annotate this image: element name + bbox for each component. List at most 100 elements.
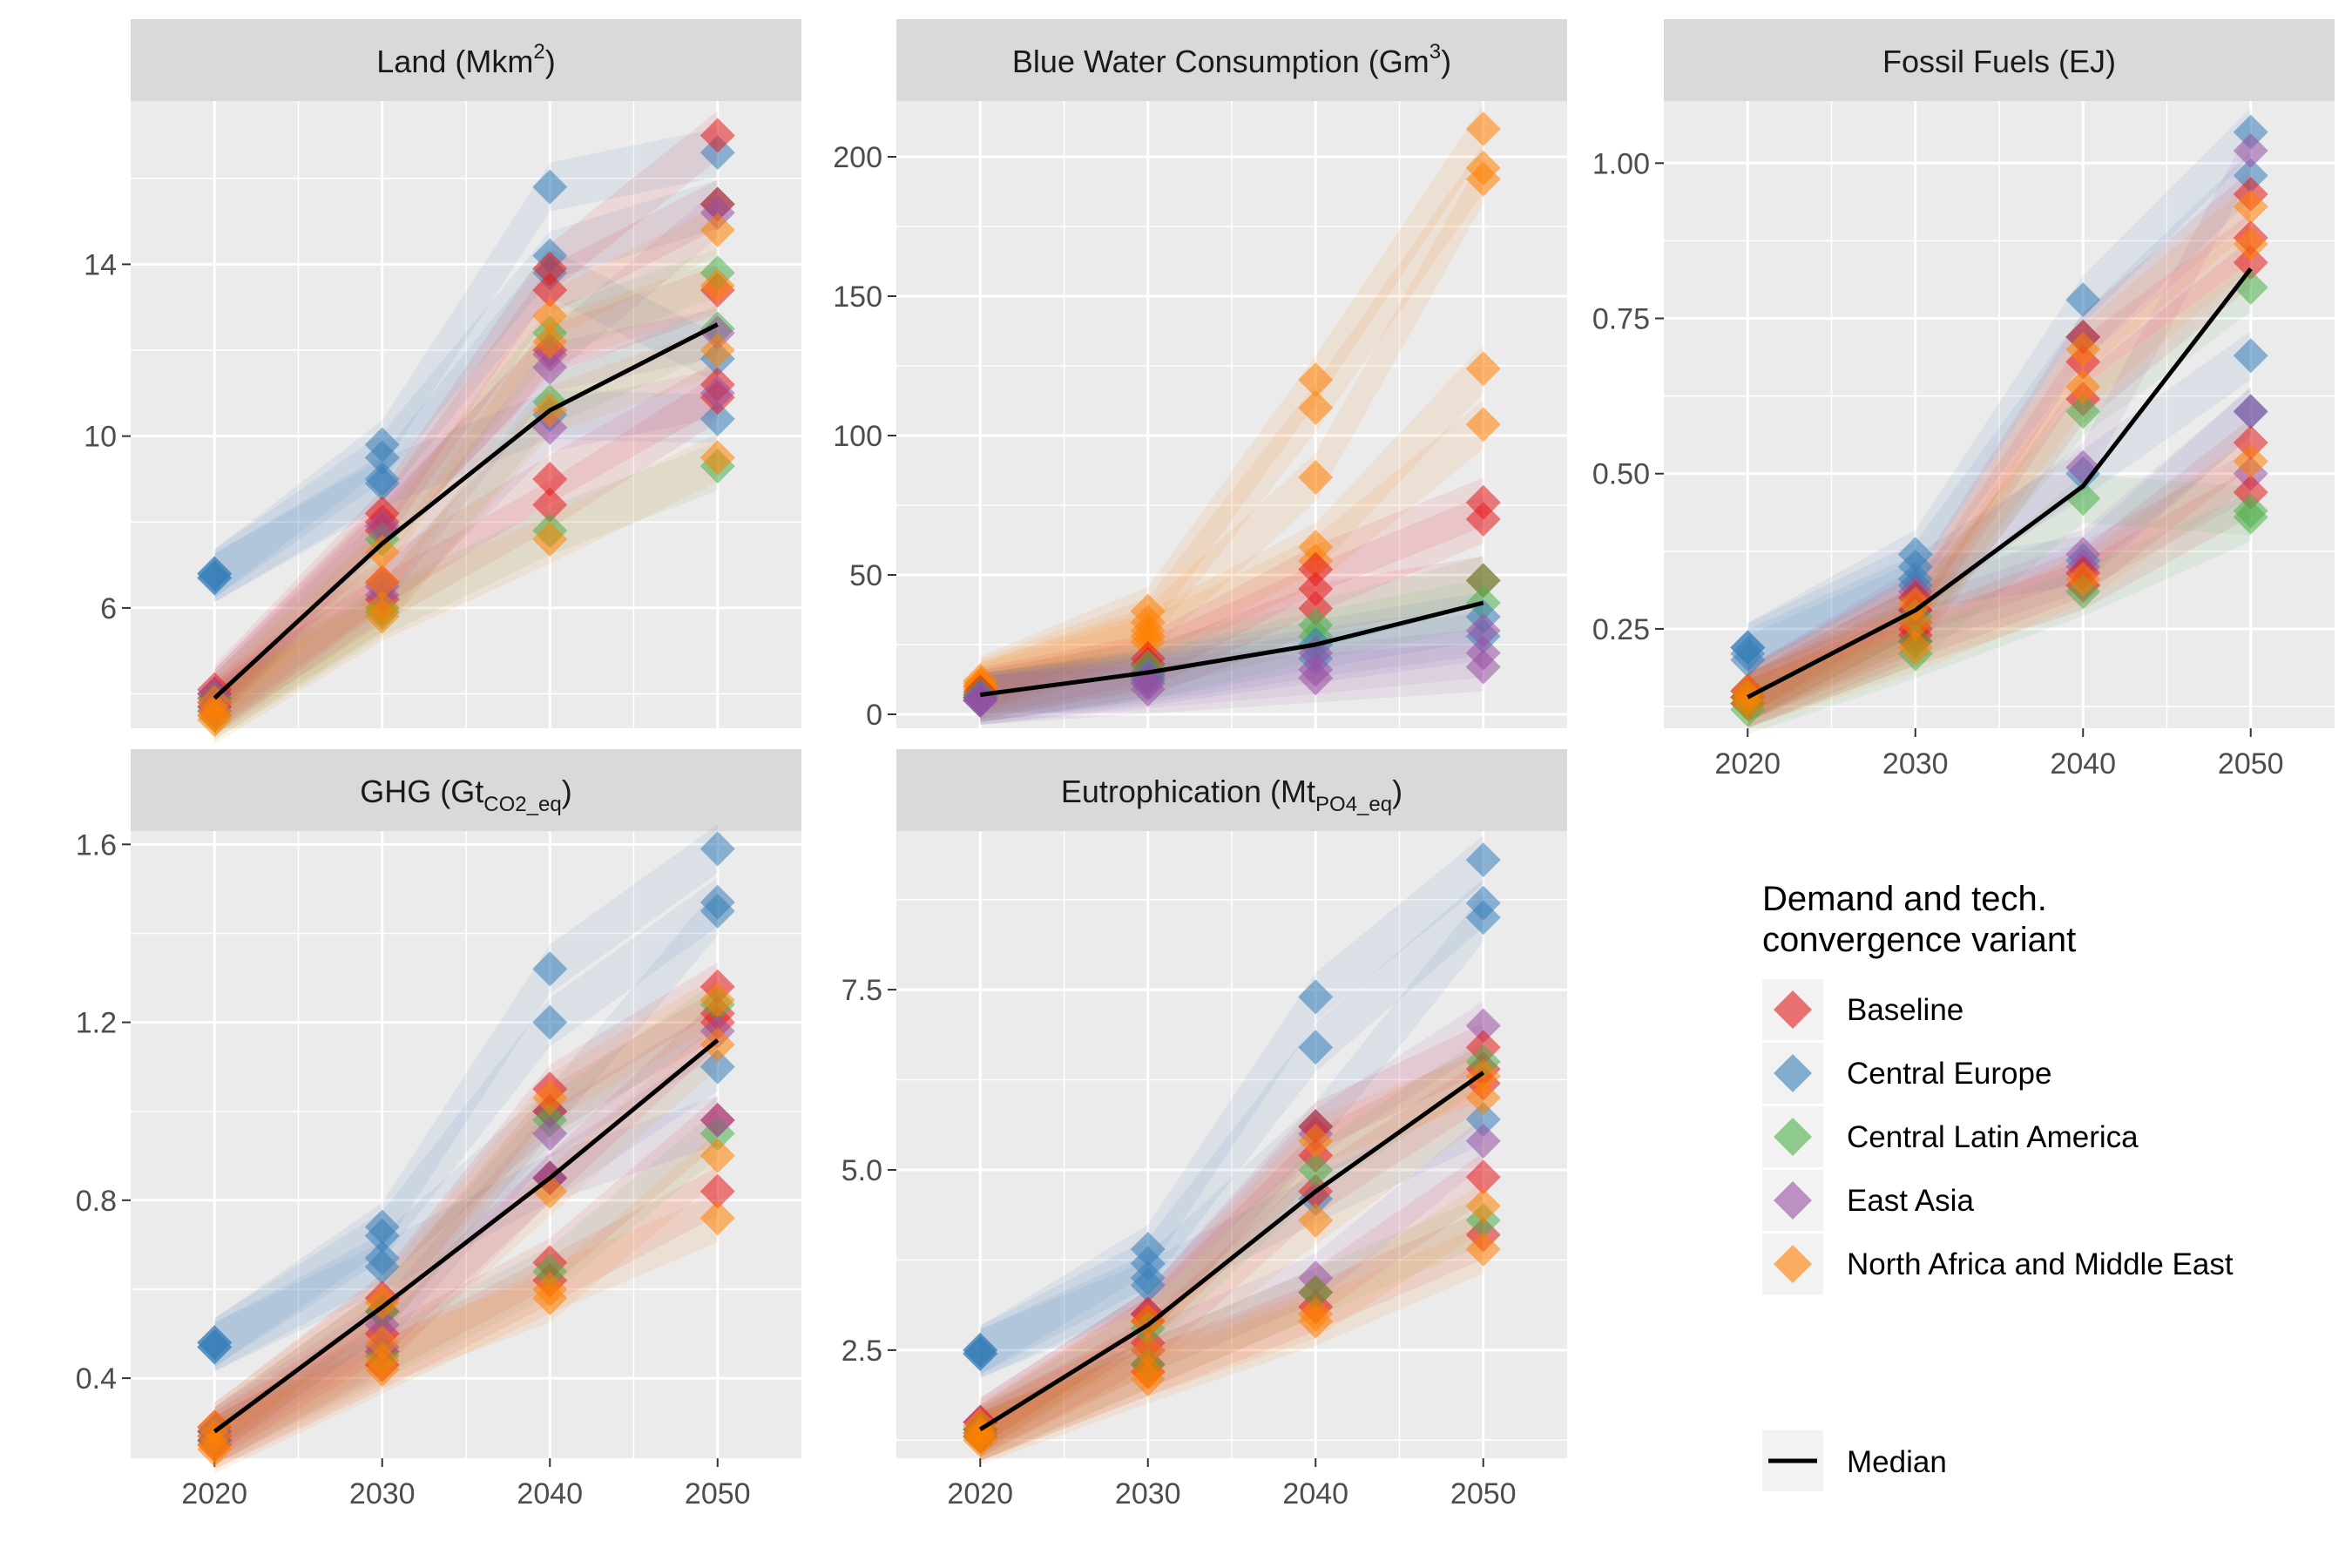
data-point-diamond [532,1004,568,1040]
series-band [980,556,1484,722]
panel-strip [896,749,1567,831]
x-tick-label: 2040 [1282,1477,1348,1511]
series-band [1747,468,2251,728]
chart-panel-3: GHG (GtCO2_eq) 0.4 0.8 1.2 1.6 2020 2030 2040 20… [76,749,801,1511]
data-point-diamond [2065,368,2101,404]
series-band [1747,418,2251,728]
data-point-diamond [1465,1008,1501,1044]
panel-strip [896,19,1567,101]
x-tick-label: 2020 [947,1477,1013,1511]
data-point-diamond [700,983,735,1018]
data-point-diamond [700,401,735,436]
series-band [214,1042,718,1372]
data-point-diamond [1465,1058,1501,1094]
y-tick-label: 0.75 [1592,303,1650,336]
data-point-diamond [2065,481,2101,517]
data-point-diamond [532,349,568,385]
chart-panel-0: Land (Mkm2) 6 10 14 [84,19,801,745]
panel-title-superscript: 3 [1429,40,1441,64]
data-point-diamond [1465,161,1501,197]
data-point-diamond [700,1049,735,1085]
data-point-diamond [700,1138,735,1173]
series-band [214,248,718,603]
panel-title-main: GHG (Gt [360,774,483,809]
x-tick-label: 2050 [1450,1477,1517,1511]
series-band [214,886,718,1372]
panel-title-tail: ) [1441,44,1451,79]
series-band [214,877,718,1368]
legend-label: Central Latin America [1847,1120,2139,1154]
data-point-diamond [364,1325,400,1361]
data-point-diamond [1298,979,1334,1015]
data-point-diamond [532,522,568,558]
series-band [980,143,1484,708]
data-point-diamond [700,1200,735,1236]
series-band [1747,213,2251,722]
series-band [214,442,718,740]
series-band [214,1095,718,1465]
data-point-diamond [2233,189,2268,225]
data-point-diamond [2233,475,2268,510]
data-point-diamond [1465,351,1501,387]
series-band [214,1166,718,1470]
data-point-diamond [1298,1202,1334,1238]
legend-diamond-icon [1774,1054,1812,1092]
chart-panels: Land (Mkm2) 6 10 14 Blue Water Consumption (… [76,19,2335,1511]
data-point-diamond [1298,571,1334,606]
series-band [980,1116,1484,1454]
data-point-diamond [1465,613,1501,648]
data-point-diamond [700,1102,735,1138]
panel-strip [131,749,801,831]
panel-title-superscript: 2 [533,40,544,64]
series-band [980,1181,1484,1462]
data-point-diamond [532,272,568,308]
series-band [980,344,1484,711]
data-point-diamond [963,1423,998,1458]
series-band [214,205,718,727]
median-line [978,1071,1485,1432]
series-band [214,997,718,1461]
data-point-diamond [2233,245,2268,280]
series-band [1747,492,2251,734]
series-band [214,1006,718,1456]
series-band [980,400,1484,714]
series-band [980,1195,1484,1462]
y-tick-label: 0 [866,699,882,732]
series-band [214,1095,718,1465]
data-point-diamond [197,702,233,738]
data-point-diamond [1130,1267,1166,1303]
panel-title-tail: ) [1392,774,1402,809]
legend-title-line2: convergence variant [1762,921,2076,959]
data-point-diamond [364,1218,400,1254]
data-point-diamond [700,831,735,867]
series-band [214,1020,718,1461]
y-tick-label: 0.8 [76,1185,117,1218]
data-point-diamond [2233,114,2268,150]
panel-strip [1664,19,2335,101]
data-point-diamond [1465,563,1501,598]
data-point-diamond [364,598,400,634]
series-band [214,962,718,1452]
data-point-diamond [1465,842,1501,878]
series-band [214,390,718,603]
series-band [214,1109,718,1465]
series-band [980,628,1484,725]
x-tick-label: 2030 [349,1477,416,1511]
series-band [1747,182,2251,716]
data-point-diamond [2065,282,2101,318]
series-band [214,433,718,745]
y-tick-label: 5.0 [841,1154,882,1187]
median-line [213,1038,720,1434]
data-point-diamond [532,487,568,523]
data-point-diamond [532,1080,568,1116]
x-tick-label: 2040 [517,1477,583,1511]
legend-diamond-icon [1774,1181,1812,1220]
y-tick-label: 2.5 [841,1335,882,1368]
legend-item: Central Europe [1762,1043,2051,1104]
data-point-diamond [700,1027,735,1063]
legend-label: East Asia [1847,1184,1974,1218]
data-point-diamond [1465,407,1501,443]
data-point-diamond [700,440,735,476]
data-point-diamond [2065,332,2101,368]
data-point-diamond [197,1431,233,1467]
